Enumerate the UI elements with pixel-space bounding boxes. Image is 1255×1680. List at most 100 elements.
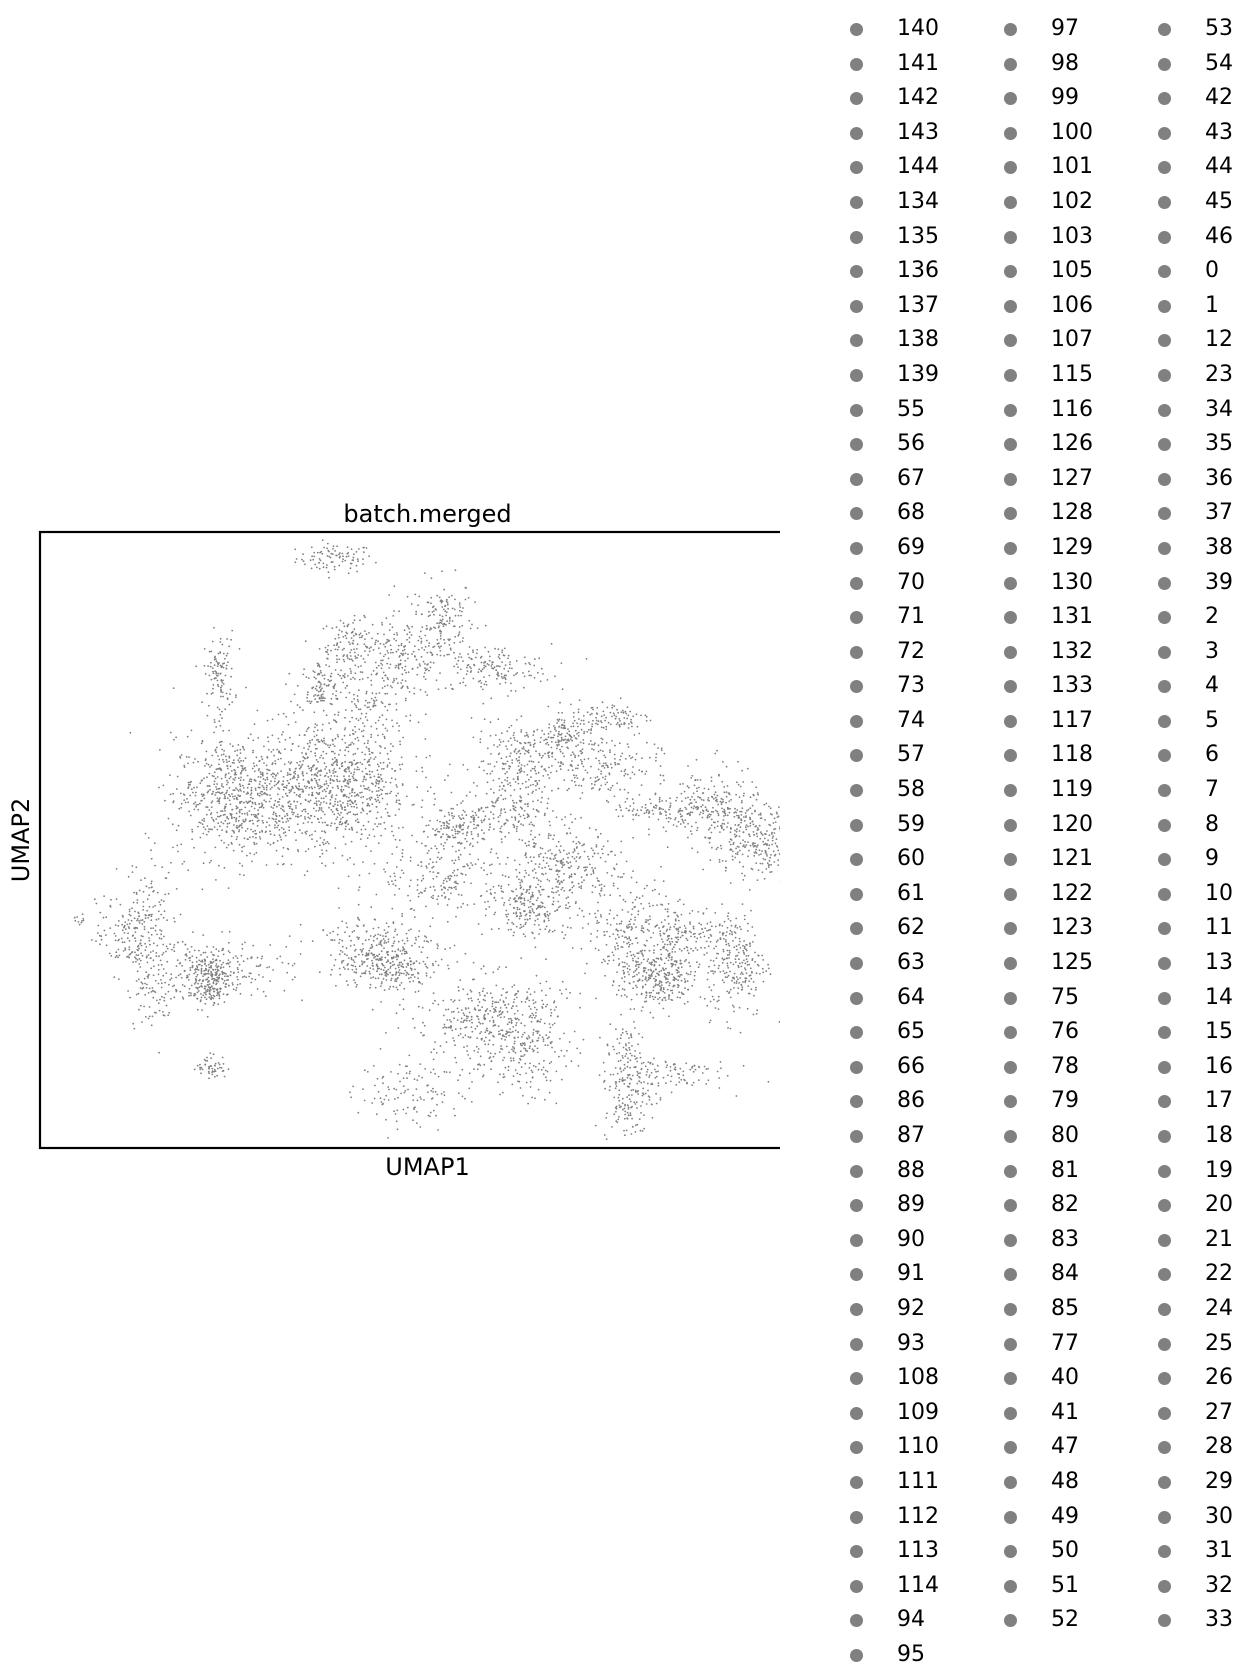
data-point	[470, 658, 473, 660]
data-point	[604, 775, 607, 778]
data-point	[495, 852, 498, 855]
data-point	[449, 649, 452, 651]
data-point	[325, 824, 328, 826]
data-point	[589, 732, 592, 735]
data-point	[474, 811, 477, 814]
data-point	[457, 856, 460, 859]
data-point	[480, 655, 483, 658]
data-point	[226, 697, 229, 700]
data-point	[574, 784, 577, 787]
data-point	[307, 848, 310, 850]
data-point	[321, 699, 324, 702]
data-point	[218, 708, 221, 711]
data-point	[302, 673, 305, 676]
data-point	[338, 564, 341, 567]
data-point	[557, 761, 560, 764]
data-point	[645, 770, 648, 773]
data-point	[443, 654, 446, 657]
data-point	[428, 849, 430, 852]
data-point	[628, 723, 630, 725]
data-point	[473, 823, 475, 826]
data-point	[572, 711, 575, 714]
data-point	[603, 714, 606, 716]
data-point	[625, 807, 628, 810]
data-point	[723, 808, 726, 811]
data-point	[237, 819, 240, 822]
data-point	[772, 850, 775, 853]
data-point	[356, 736, 359, 739]
data-point	[226, 761, 228, 764]
data-point	[554, 675, 556, 678]
data-point	[324, 864, 327, 867]
data-point	[518, 878, 520, 881]
data-point	[239, 992, 242, 995]
data-point	[542, 859, 545, 862]
data-point	[665, 811, 667, 814]
data-point	[420, 655, 423, 658]
data-point	[575, 745, 577, 748]
data-point	[318, 770, 321, 772]
data-point	[598, 884, 601, 886]
data-point	[461, 610, 463, 613]
data-point	[408, 691, 411, 693]
data-point	[246, 827, 249, 830]
data-point	[604, 762, 607, 764]
data-point	[524, 662, 527, 665]
data-point	[468, 619, 471, 622]
data-point	[439, 635, 442, 637]
data-point	[497, 820, 500, 823]
data-point	[668, 816, 670, 819]
data-point	[440, 809, 443, 812]
data-point	[535, 785, 537, 787]
data-point	[162, 900, 165, 903]
data-point	[340, 763, 343, 765]
data-point	[629, 777, 632, 779]
data-point	[346, 858, 349, 861]
data-point	[302, 778, 305, 781]
data-point	[386, 662, 389, 665]
data-point	[352, 634, 355, 637]
data-point	[395, 799, 398, 802]
data-point	[509, 755, 511, 758]
data-point	[427, 615, 430, 618]
data-point	[392, 681, 394, 684]
data-point	[315, 685, 318, 688]
data-point	[224, 809, 226, 812]
data-point	[316, 775, 319, 777]
data-point	[313, 815, 316, 818]
data-point	[306, 691, 309, 694]
data-point	[450, 594, 453, 597]
data-point	[391, 830, 393, 833]
data-point	[308, 793, 310, 796]
data-point	[335, 644, 338, 647]
data-point	[539, 904, 541, 907]
data-point	[546, 807, 549, 810]
data-point	[274, 760, 276, 762]
data-point	[708, 799, 710, 802]
data-point	[467, 827, 469, 829]
data-point	[536, 783, 539, 786]
data-point	[532, 845, 535, 848]
data-point	[358, 678, 361, 681]
data-point	[622, 872, 625, 875]
data-point	[600, 770, 603, 773]
data-point	[339, 691, 342, 694]
data-point	[292, 787, 294, 789]
data-point	[150, 857, 153, 860]
data-point	[363, 546, 365, 549]
data-point	[772, 822, 775, 824]
data-point	[406, 795, 408, 798]
data-point	[313, 555, 316, 558]
data-point	[368, 797, 371, 800]
data-point	[189, 794, 192, 797]
data-point	[485, 684, 488, 686]
data-point	[593, 852, 596, 855]
data-point	[497, 884, 500, 887]
data-point	[699, 779, 702, 781]
data-point	[753, 834, 756, 836]
data-point	[344, 809, 347, 811]
data-point	[551, 887, 554, 890]
data-point	[617, 815, 620, 818]
data-point	[390, 777, 393, 779]
data-point	[768, 805, 770, 808]
